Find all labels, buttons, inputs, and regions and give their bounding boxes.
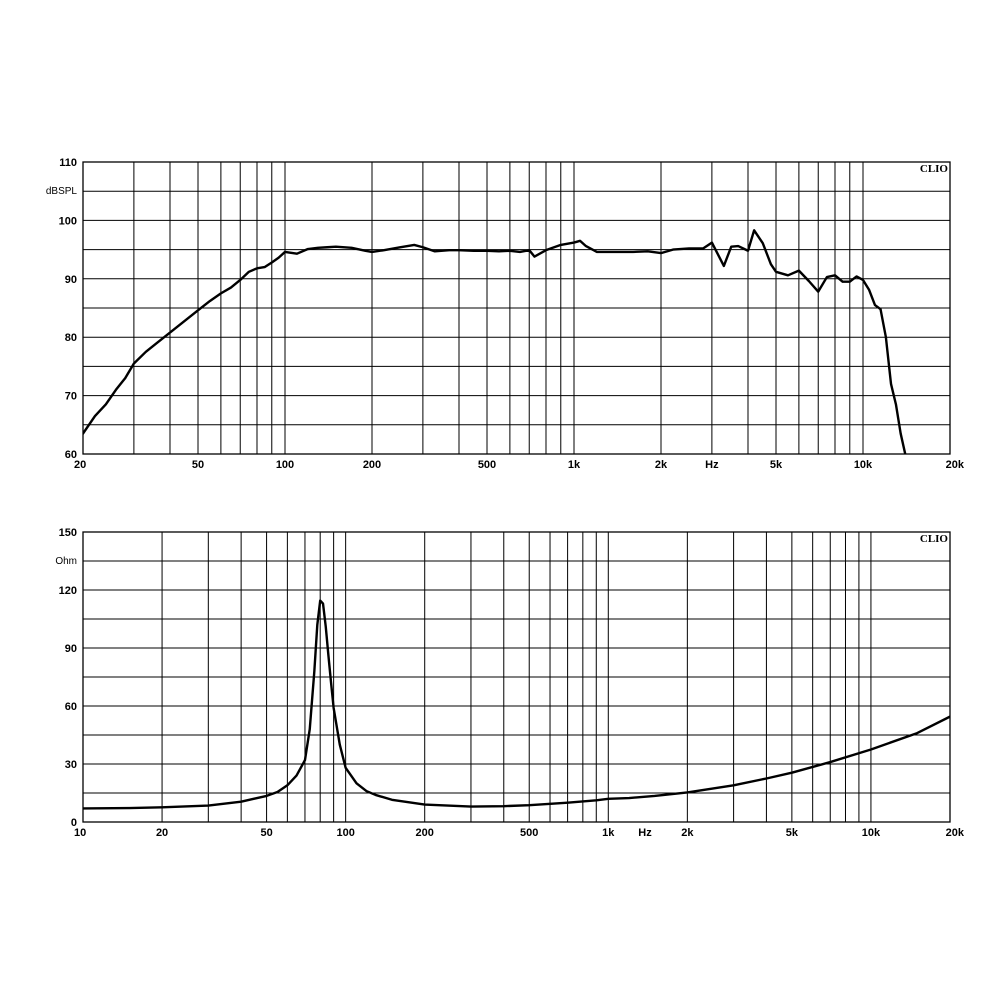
impedance-horizontal-gridlines [83,560,950,794]
spl-y-tick-label: 90 [65,274,77,286]
impedance-x-tick-label: 2k [681,827,694,839]
impedance-x-tick-label: 5k [786,827,799,839]
spl-x-tick-label: 1k [568,459,581,471]
impedance-x-tick-label: 20k [946,827,965,839]
spl-curve [83,229,907,454]
spl-plot-frame [82,161,951,455]
spl-horizontal-gridlines [83,190,950,426]
spl-y-tick-label: 80 [65,332,77,344]
impedance-x-tick-label: 50 [260,827,272,839]
impedance-y-tick-label: 30 [65,759,77,771]
spl-x-unit-label: Hz [705,459,719,471]
spl-y-tick-label: 70 [65,391,77,403]
spl-x-tick-label: 100 [276,459,294,471]
impedance-y-unit-label: Ohm [55,556,77,567]
impedance-y-tick-label: 0 [71,817,77,829]
impedance-x-unit-label: Hz [638,827,652,839]
impedance-brand-label: CLIO [920,533,949,545]
impedance-y-tick-label: 150 [59,527,77,539]
impedance-plot-frame [82,531,951,823]
spl-y-unit-label: dBSPL [46,186,78,197]
spl-x-tick-label: 5k [770,459,783,471]
impedance-x-tick-label: 200 [416,827,434,839]
impedance-chart: 0 30 60 90 120 150 Ohm 10 20 50 100 200 500 1k 2k 5k 10k… [55,527,965,839]
spl-y-tick-label: 60 [65,449,77,461]
impedance-y-tick-label: 120 [59,585,77,597]
impedance-x-tick-label: 100 [336,827,354,839]
impedance-x-tick-label: 10 [74,827,86,839]
spl-x-tick-label: 2k [655,459,668,471]
impedance-x-tick-label: 10k [862,827,881,839]
spl-x-tick-label: 20k [946,459,965,471]
spl-x-tick-label: 200 [363,459,381,471]
spl-x-tick-label: 500 [478,459,496,471]
spl-y-tick-label: 100 [59,215,77,227]
spl-x-tick-label: 10k [854,459,873,471]
impedance-curve [83,599,950,810]
impedance-x-tick-label: 1k [602,827,615,839]
spl-x-tick-label: 50 [192,459,204,471]
impedance-y-tick-label: 60 [65,701,77,713]
spl-brand-label: CLIO [920,163,949,175]
impedance-x-tick-label: 500 [520,827,538,839]
impedance-y-tick-label: 90 [65,643,77,655]
spl-chart: 60 70 80 90 100 110 dBSPL 20 50 100 200 500 1k 2k 5k 10… [46,157,965,471]
impedance-x-tick-label: 20 [156,827,168,839]
spl-y-tick-label: 110 [59,157,77,169]
spl-x-tick-label: 20 [74,459,86,471]
